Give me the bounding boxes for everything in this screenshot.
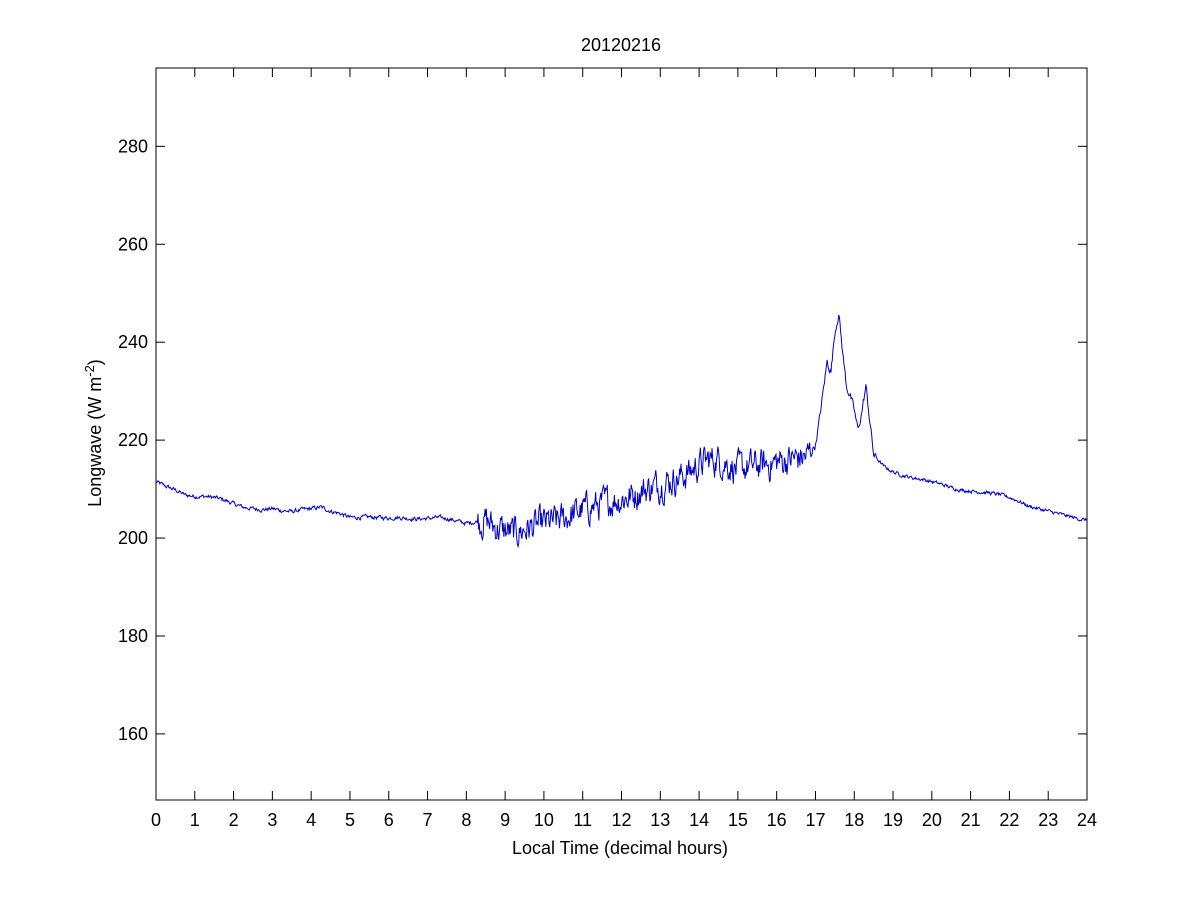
y-axis-label: Longwave (W m-2) — [82, 359, 105, 507]
x-tick-label: 0 — [151, 810, 161, 830]
x-tick-label: 3 — [267, 810, 277, 830]
x-tick-label: 11 — [573, 810, 592, 830]
x-tick-label: 18 — [844, 810, 864, 830]
x-tick-label: 10 — [534, 810, 554, 830]
plot-area: 0 1 2 3 4 5 6 7 8 9 10 11 12 13 14 15 16 17 18 19 20 21 22 23 24… — [118, 67, 1097, 830]
y-tick-label: 200 — [118, 528, 148, 548]
x-tick-label: 22 — [999, 810, 1019, 830]
x-tick-label: 4 — [306, 810, 316, 830]
y-tick-label: 280 — [118, 136, 148, 156]
series-line — [155, 314, 1088, 549]
x-tick-label: 16 — [767, 810, 787, 830]
y-axis-label-text: Longwave (W m — [85, 377, 105, 507]
y-tick-label: 220 — [118, 430, 148, 450]
x-tick-label: 20 — [922, 810, 942, 830]
y-tick-label: 160 — [118, 724, 148, 744]
x-axis-label: Local Time (decimal hours) — [512, 838, 728, 858]
x-tick-label: 8 — [461, 810, 471, 830]
x-tick-label: 23 — [1038, 810, 1058, 830]
x-tick-label: 5 — [345, 810, 355, 830]
y-axis-label-close: ) — [85, 359, 105, 365]
x-tick-label: 15 — [728, 810, 748, 830]
x-tick-label: 9 — [500, 810, 510, 830]
x-tick-label: 2 — [229, 810, 239, 830]
x-tick-label: 7 — [423, 810, 433, 830]
chart-title: 20120216 — [581, 35, 661, 55]
y-tick-label: 240 — [118, 332, 148, 352]
x-tick-label: 17 — [805, 810, 825, 830]
x-tick-label: 1 — [190, 810, 200, 830]
y-tick-label: 180 — [118, 626, 148, 646]
x-tick-label: 21 — [961, 810, 981, 830]
x-tick-label: 6 — [384, 810, 394, 830]
x-tick-label: 24 — [1077, 810, 1097, 830]
y-axis-label-superscript: -2 — [82, 365, 97, 377]
x-tick-label: 13 — [650, 810, 670, 830]
x-tick-label: 14 — [689, 810, 709, 830]
y-tick-label: 260 — [118, 234, 148, 254]
x-tick-label: 12 — [611, 810, 631, 830]
x-tick-label: 19 — [883, 810, 903, 830]
